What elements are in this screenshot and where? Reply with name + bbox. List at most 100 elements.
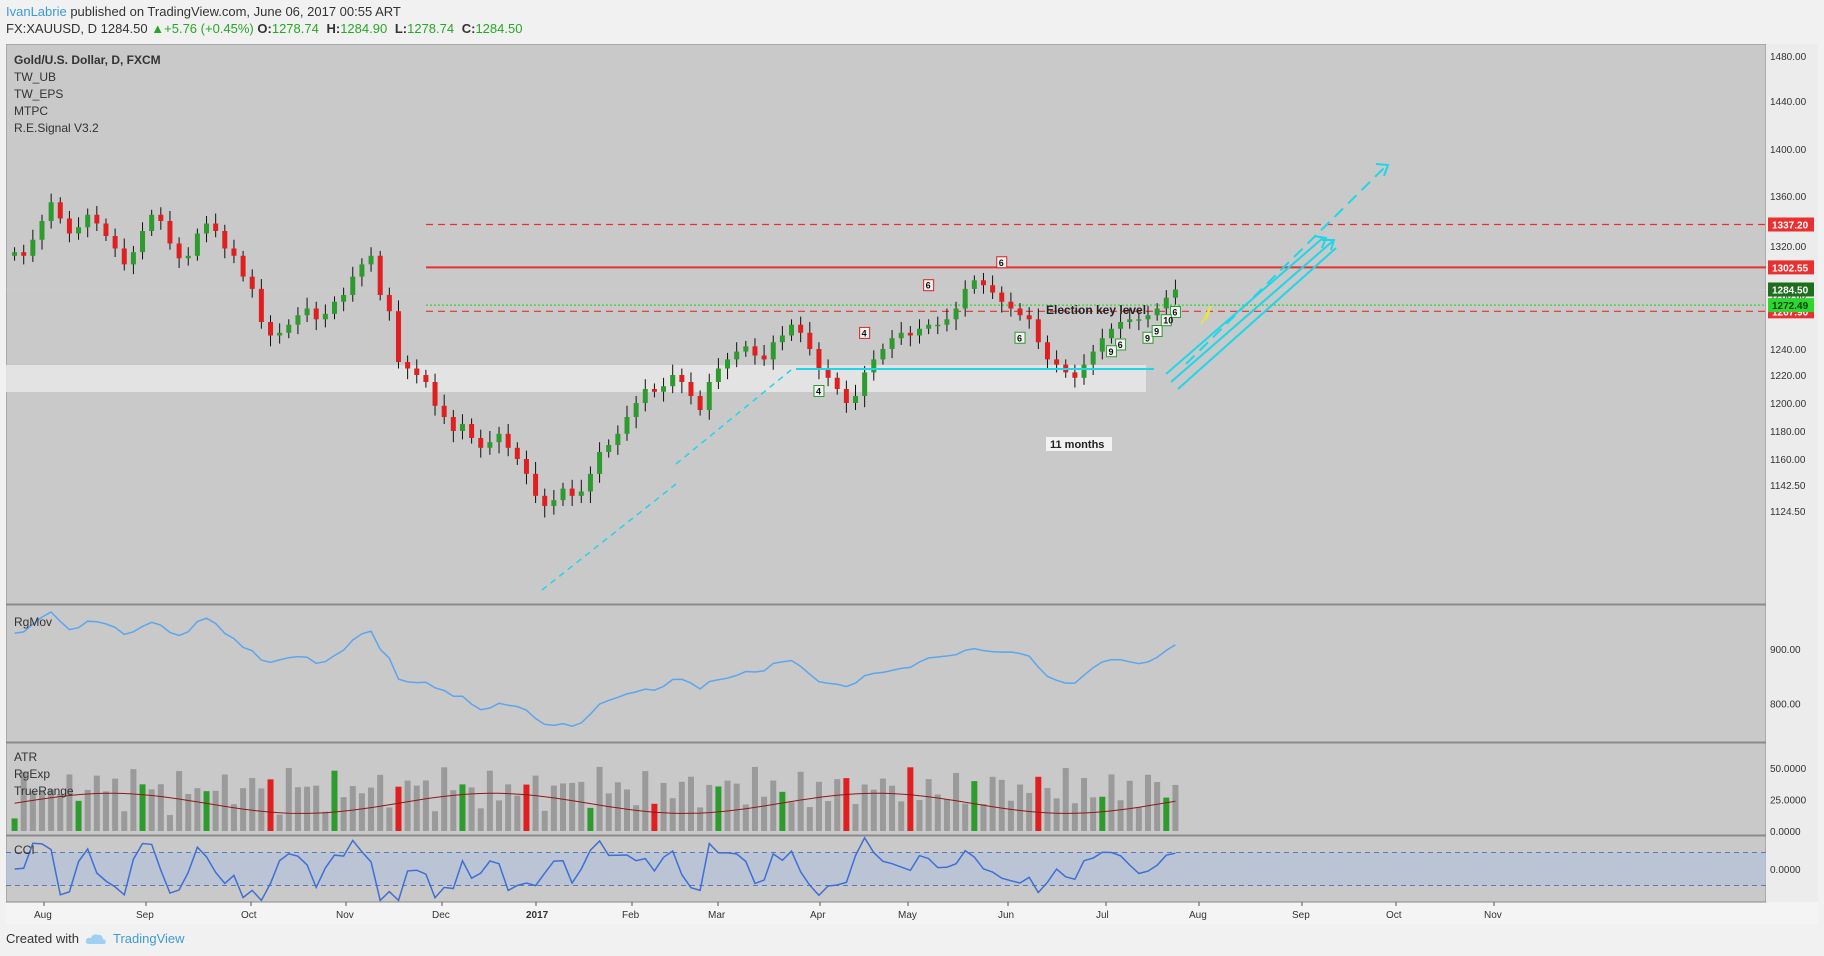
truerange-bar [148,789,155,831]
candle-body [1118,322,1124,329]
truerange-bar [678,781,685,831]
candle-body [21,252,27,256]
level-price-text: 1267.90 [1772,307,1809,318]
truerange-bar [1154,781,1161,831]
low-value: 1278.74 [407,21,455,36]
truerange-bar [870,789,877,831]
truerange-bar [797,771,804,831]
truerange-bar [505,784,512,831]
candle-body [597,452,603,474]
candle-body [496,433,502,443]
truerange-bar [276,814,283,831]
truerange-bar [742,804,749,831]
truerange-bar [185,793,192,831]
candle-body [121,248,127,265]
arrow-head-2 [1322,239,1336,251]
candle-body [944,319,950,325]
truerange-bar [294,787,301,831]
candle-body [469,424,475,438]
candle-body [295,315,301,325]
truerange-bar [1062,768,1069,831]
truerange-bar [1108,774,1115,831]
cloud-icon [85,933,106,944]
count-marker [1014,331,1026,344]
candle-body [633,403,639,417]
candle-body [560,488,566,501]
chart-frame[interactable]: 4 6 6 6 4 6 6 9 9 10 9 1480.00 1440.00 1400.00 1360.0… [5,43,1818,924]
candle-body [514,447,520,459]
truerange-bar [486,770,493,831]
price-tick-label: 1400.00 [1770,145,1807,156]
candle-body [377,255,383,295]
truerange-bar [340,797,347,831]
candle-body [935,324,941,327]
count-marker-text: 6 [1118,340,1123,350]
candle-body [1172,289,1178,298]
truerange-bar [587,807,594,831]
candle-body [140,231,146,253]
candle-body [615,433,621,445]
count-marker-text: 6 [999,258,1004,268]
candle-body [30,239,36,256]
level-price-text: 1337.20 [1772,221,1809,232]
tradingview-link[interactable]: TradingView [112,931,185,946]
rgmov-pane[interactable] [5,604,1767,743]
count-marker-text: 6 [926,281,931,291]
truerange-bar [358,793,365,831]
truerange-bar [102,791,109,831]
author-link[interactable]: IvanLabrie [6,4,67,19]
x-tick-label: Jul [1096,910,1109,921]
level-price-tag [1768,298,1814,313]
candle-body [926,324,932,329]
x-tick-label: Aug [34,910,52,921]
truerange-bar [605,793,612,831]
count-marker [1105,345,1117,358]
candle-body [350,276,356,295]
legend-symbol: Gold/U.S. Dollar, D, FXCM [14,53,161,67]
truerange-bar [1035,776,1042,831]
candle-body [304,308,310,316]
candle-body [313,308,319,320]
count-marker [859,326,871,339]
truerange-bar [422,780,429,831]
candle-body [167,221,173,244]
candle-body [1081,364,1087,378]
truerange-bar [66,774,73,831]
price-axis[interactable] [1766,44,1818,902]
candle-body [1127,319,1133,322]
truerange-bar [194,788,201,831]
candle-body [1154,308,1160,316]
candle-body [578,491,584,496]
candle-body [980,280,986,286]
truerange-bar [11,818,18,831]
truerange-bar [843,778,850,831]
price-tick-label: 1180.00 [1770,427,1806,438]
count-marker [1160,314,1172,327]
candle-body [779,335,785,343]
truerange-bar [578,781,585,831]
rgexp-label: RgExp [14,767,50,781]
footer: Created with TradingView [6,931,185,946]
candle-body [825,368,831,378]
x-tick-label: Nov [336,910,354,921]
candle-body [130,252,136,265]
truerange-bar [541,810,548,831]
candle-body [405,362,411,369]
projection-arrow-3 [1177,247,1337,390]
truerange-bar [532,775,539,831]
candle-body [277,332,283,336]
count-marker [1142,331,1154,344]
pane-tick-label: 800.00 [1770,700,1801,711]
last-price: 1284.50 [100,21,148,36]
truerange-bar [834,779,841,831]
truerange-bar [386,807,393,831]
publish-line: IvanLabrie published on TradingView.com,… [6,4,401,19]
truerange-bar [249,777,256,831]
candle-body [962,288,968,309]
truerange-bar [331,770,338,831]
truerange-bar [514,795,521,831]
x-tick-label: Sep [136,910,154,921]
truerange-bar [1145,774,1152,831]
truerange-bar [1172,784,1179,831]
